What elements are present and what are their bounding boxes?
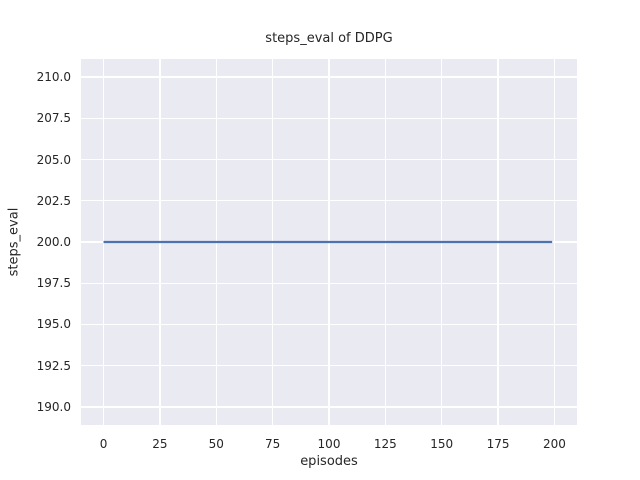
line-series <box>103 240 553 244</box>
y-tick-label: 202.5 <box>36 193 71 208</box>
x-tick-label: 150 <box>430 437 454 451</box>
gridline-vertical <box>102 59 105 425</box>
x-tick-label: 0 <box>99 437 108 451</box>
plot-area <box>81 59 577 425</box>
y-tick-label: 207.5 <box>36 111 71 126</box>
x-axis-label: episodes <box>300 454 358 469</box>
y-tick-label: 190.0 <box>36 399 71 414</box>
y-tick-label: 197.5 <box>36 276 71 291</box>
y-tick-label: 210.0 <box>36 70 71 85</box>
y-tick-label: 195.0 <box>36 317 71 332</box>
y-tick-label: 200.0 <box>36 235 71 249</box>
x-tick-label: 100 <box>317 437 341 451</box>
x-tick-label: 75 <box>264 437 281 451</box>
x-tick-label: 175 <box>486 437 510 451</box>
gridline-vertical <box>553 59 556 425</box>
x-tick-label: 125 <box>373 437 397 451</box>
y-tick-label: 205.0 <box>36 152 71 167</box>
chart-title: steps_eval of DDPG <box>265 31 393 46</box>
x-tick-label: 25 <box>152 437 168 451</box>
y-tick-label: 192.5 <box>36 358 71 373</box>
x-tick-label: 50 <box>208 437 224 451</box>
x-tick-label: 200 <box>543 437 566 451</box>
